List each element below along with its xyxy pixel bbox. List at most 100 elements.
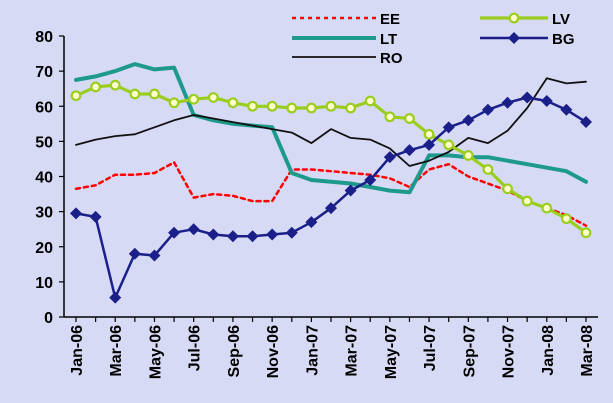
legend-label-ee: EE	[380, 11, 400, 28]
data-point-bg	[580, 116, 592, 129]
data-point-lv	[541, 202, 553, 214]
data-point-lv	[462, 150, 474, 161]
y-tick-label: 50	[35, 134, 53, 151]
data-point-lv	[502, 183, 513, 195]
data-point-bg	[226, 230, 239, 243]
data-point-lv	[109, 79, 121, 91]
x-tick-label: May-07	[383, 325, 400, 379]
series-line-ee	[74, 161, 588, 227]
legend-entry-ee: EE	[292, 11, 400, 28]
data-point-lv	[560, 213, 572, 225]
y-tick-label: 70	[35, 64, 53, 81]
data-point-lv	[364, 95, 376, 107]
data-point-lv	[423, 128, 435, 140]
data-point-bg	[128, 247, 141, 260]
x-tick-label: Jul-06	[187, 325, 204, 371]
series-lt	[74, 62, 588, 195]
data-point-bg	[89, 210, 102, 223]
data-point-bg	[207, 228, 220, 241]
data-point-lv	[90, 81, 102, 93]
legend-marker	[508, 12, 520, 24]
data-point-lv	[266, 100, 278, 112]
series-bg	[70, 91, 592, 304]
data-point-lv	[482, 164, 494, 175]
data-point-lv	[521, 195, 533, 207]
x-tick-label: Sep-06	[226, 325, 243, 378]
data-point-bg	[325, 202, 337, 215]
x-tick-label: Mar-08	[579, 325, 596, 377]
data-point-lv	[227, 97, 239, 109]
data-point-bg	[403, 144, 416, 157]
y-tick-label: 30	[35, 205, 53, 222]
x-tick-label: May-06	[147, 325, 164, 379]
data-point-lv	[247, 100, 258, 112]
data-point-bg	[305, 216, 318, 229]
data-point-lv	[384, 111, 396, 123]
legend-entry-lv: LV	[480, 11, 570, 28]
axes: 0 10 20 30 40 50 60 70 80 Jan-06 Mar-06 May-06 Jul-0…	[35, 29, 598, 379]
data-point-bg	[187, 223, 200, 236]
x-tick-label: Jan-07	[304, 325, 321, 376]
series-line-ro	[75, 77, 587, 167]
data-point-bg	[344, 184, 357, 197]
data-point-bg	[481, 103, 494, 116]
data-point-bg	[521, 91, 534, 104]
x-tick-label: Nov-07	[501, 325, 518, 378]
x-tick-label: Jan-08	[540, 325, 557, 376]
legend-label-ro: RO	[380, 50, 403, 67]
series-line-lt	[74, 62, 588, 195]
y-tick-label: 60	[35, 99, 53, 116]
data-point-bg	[501, 96, 514, 109]
data-point-lv	[207, 92, 219, 103]
data-point-lv	[345, 102, 357, 114]
data-point-lv	[129, 88, 141, 100]
data-point-lv	[188, 93, 200, 105]
series-lv	[70, 79, 592, 239]
y-tick-label: 10	[35, 275, 53, 292]
data-point-lv	[580, 227, 592, 239]
x-tick-label: Nov-06	[265, 325, 282, 378]
data-point-lv	[325, 100, 337, 112]
x-tick-label: Sep-07	[461, 325, 478, 378]
data-point-lv	[168, 97, 180, 109]
x-tick-label: Jul-07	[422, 325, 439, 371]
legend-label-lt: LT	[380, 31, 397, 48]
data-point-bg	[148, 249, 161, 262]
data-point-bg	[70, 207, 82, 220]
x-tick-label: Mar-07	[344, 325, 361, 377]
series-layer	[70, 62, 592, 304]
data-point-bg	[246, 230, 259, 243]
legend-entry-lt: LT	[292, 31, 397, 48]
data-point-bg	[109, 291, 122, 304]
data-point-lv	[286, 102, 298, 114]
data-point-lv	[149, 88, 160, 100]
y-tick-label: 20	[35, 240, 53, 257]
legend-label-lv: LV	[552, 11, 570, 28]
data-point-bg	[383, 151, 396, 164]
y-tick-label: 0	[44, 310, 53, 327]
data-point-bg	[442, 121, 455, 134]
y-tick-label: 80	[35, 29, 53, 46]
data-point-bg	[266, 228, 279, 241]
y-tick-label: 40	[35, 170, 53, 187]
data-point-bg	[462, 114, 475, 127]
data-point-lv	[404, 113, 415, 124]
data-point-bg	[285, 226, 298, 239]
x-tick-label: Jan-06	[69, 325, 86, 376]
data-point-bg	[364, 174, 377, 187]
data-point-bg	[423, 138, 436, 151]
data-point-bg	[560, 103, 573, 116]
data-point-bg	[168, 226, 181, 239]
legend-entry-ro: RO	[292, 50, 403, 67]
data-point-lv	[70, 90, 82, 102]
data-point-lv	[443, 139, 455, 151]
legend-entry-bg: BG	[480, 31, 575, 48]
data-point-lv	[305, 102, 317, 114]
data-point-bg	[540, 94, 553, 107]
x-tick-label: Mar-06	[108, 325, 125, 377]
series-ro	[75, 77, 587, 167]
legend-marker	[508, 32, 520, 44]
legend: EE LT RO LV BG	[292, 11, 575, 67]
